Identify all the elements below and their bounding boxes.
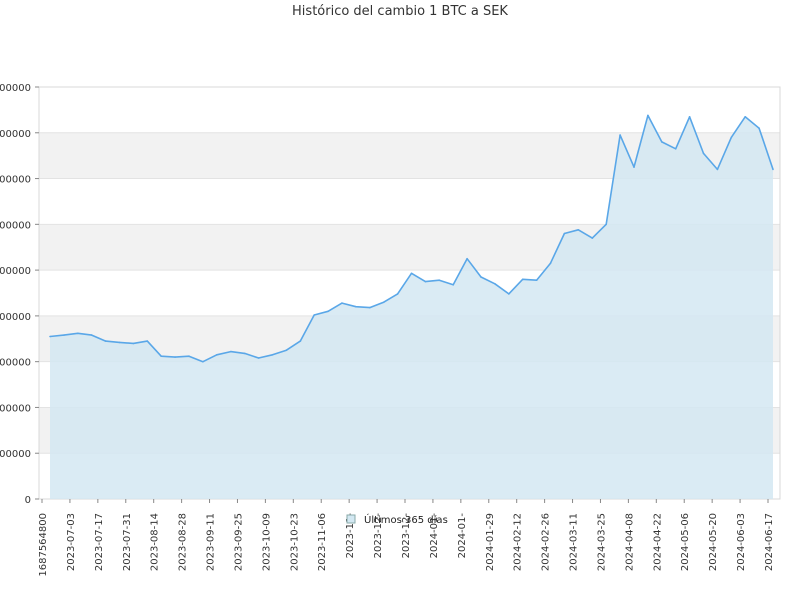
series-point [355, 305, 357, 308]
y-tick-label: 600000 [0, 220, 31, 231]
series-point [132, 342, 135, 345]
series-point [63, 334, 65, 336]
legend-swatch [346, 514, 356, 524]
series-point [535, 279, 538, 282]
series-point [577, 229, 580, 231]
series-point [243, 352, 246, 355]
series-point [216, 354, 218, 356]
series-point [730, 136, 733, 139]
series-point [104, 340, 107, 342]
series-point [285, 349, 288, 352]
series-point [382, 301, 385, 304]
x-tick-label: 2023-11- [345, 513, 356, 559]
series-point [647, 114, 649, 117]
x-tick-label: 2024-05-20 [708, 513, 719, 571]
series-point [77, 332, 79, 335]
series-point [549, 262, 552, 265]
series-point [619, 134, 621, 136]
series-point [369, 306, 371, 309]
series-point [521, 278, 524, 281]
chart-legend[interactable]: Últimos 365 días [346, 513, 448, 526]
x-tick-label: 2023-07-31 [122, 513, 133, 571]
x-tick-label: 2023-10-23 [289, 513, 300, 571]
x-tick-label: 2024-04-08 [624, 513, 635, 571]
series-point [160, 355, 162, 358]
y-tick-label: 500000 [0, 266, 31, 277]
y-tick-label: 900000 [0, 83, 31, 94]
x-tick-label: 2023-08-14 [150, 513, 161, 571]
x-tick-label: 2024-02-26 [541, 513, 552, 571]
x-tick-label: 2023-07-17 [94, 513, 105, 571]
x-tick-label: 2024-02-12 [513, 513, 524, 571]
series-point [674, 148, 677, 150]
x-tick-label: 2024-01-29 [485, 513, 496, 571]
y-tick-label: 200000 [0, 403, 31, 414]
series-point [716, 168, 719, 171]
y-tick-label: 100000 [0, 449, 31, 460]
x-tick-label: 2023-11-06 [317, 513, 328, 571]
series-point [563, 232, 566, 235]
series-point [702, 152, 705, 155]
series-point [313, 314, 316, 316]
series-point [327, 310, 329, 313]
series-point [230, 350, 232, 353]
series-point [508, 293, 510, 295]
series-point [174, 356, 176, 358]
series-point [438, 279, 441, 282]
series-point [480, 276, 482, 278]
series-point [772, 168, 774, 171]
series-point [202, 360, 204, 363]
x-tick-label: 2024-04-22 [652, 513, 663, 571]
y-tick-label: 400000 [0, 312, 31, 323]
series-point [591, 237, 594, 239]
series-point [661, 141, 663, 143]
series-point [396, 293, 399, 295]
series-point [424, 280, 427, 283]
chart-title: Histórico del cambio 1 BTC a SEK [292, 4, 508, 19]
x-tick-label: 2024-01- [429, 513, 440, 559]
x-tick-label: 2024-03-25 [596, 513, 607, 571]
x-tick-label: 2023-07-03 [66, 513, 77, 571]
x-tick-label: 2023-09-11 [206, 513, 217, 571]
series-point [494, 283, 496, 285]
y-axis: 0 100000 200000 300000 400000 500000 600000 700… [0, 83, 39, 506]
y-tick-label: 700000 [0, 175, 31, 186]
x-tick-label: 2024-06-17 [764, 513, 775, 571]
legend-label: Últimos 365 días [364, 513, 448, 526]
series-point [146, 340, 149, 342]
x-tick-label: 2024-03-11 [569, 513, 580, 571]
series-area [50, 115, 773, 500]
series-point [257, 357, 260, 359]
series-point [188, 355, 190, 358]
x-tick-label: 1687564800 [38, 513, 49, 577]
y-tick-label: 0 [25, 495, 31, 506]
x-tick-label: 2023-09-25 [233, 513, 244, 571]
series-point [452, 284, 455, 286]
x-tick-label: 2023-10-09 [261, 513, 272, 571]
series-point [758, 127, 760, 129]
series-point [410, 272, 413, 275]
x-tick-label: 2024-05-06 [680, 513, 691, 571]
series-point [49, 335, 51, 338]
series-point [341, 302, 343, 304]
series-point [118, 341, 121, 344]
x-tick-label: 2023-12- [373, 513, 384, 559]
x-tick-label: 2024-06-03 [736, 513, 747, 571]
series-point [605, 223, 607, 226]
chart-series [49, 114, 774, 500]
series-point [299, 340, 302, 342]
series-point [688, 116, 691, 118]
x-tick-label: 2023-12- [401, 513, 412, 559]
series-point [633, 166, 635, 168]
x-tick-label: 2024-01- [457, 513, 468, 559]
y-tick-label: 800000 [0, 129, 31, 140]
x-tick-label: 2023-08-28 [178, 513, 189, 571]
series-point [90, 334, 93, 336]
y-tick-label: 300000 [0, 358, 31, 369]
x-axis: 1687564800 2023-07-03 2023-07-17 2023-07-31… [38, 499, 775, 577]
series-point [271, 354, 274, 356]
series-point [466, 257, 468, 260]
series-point [744, 116, 746, 118]
